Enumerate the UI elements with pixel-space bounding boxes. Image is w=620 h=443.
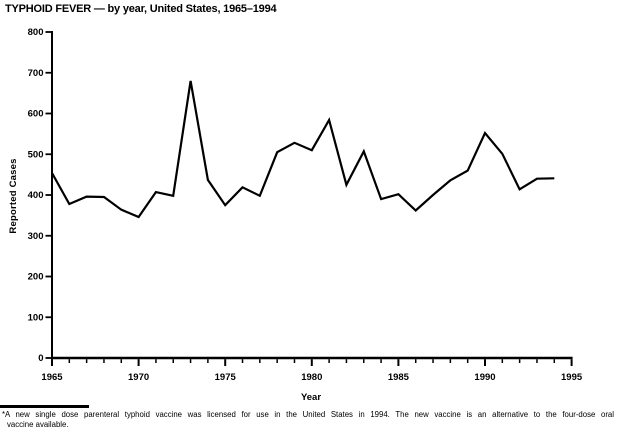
footnote-line-1: *A new single dose parenteral typhoid va… — [2, 410, 614, 419]
x-tick-label: 1995 — [561, 372, 583, 383]
y-tick-label: 100 — [28, 312, 44, 323]
x-tick-label: 1965 — [41, 372, 63, 383]
y-tick-label: 800 — [28, 27, 44, 38]
reported-cases-line — [51, 80, 555, 219]
y-tick-label: 300 — [28, 231, 44, 242]
y-tick-label: 700 — [28, 68, 44, 79]
x-axis-title: Year — [301, 392, 321, 403]
footnote-line-2: vaccine available. — [7, 419, 69, 429]
x-tick-label: 1990 — [474, 372, 495, 383]
y-tick-label: 200 — [28, 272, 44, 283]
chart-title: TYPHOID FEVER — by year, United States, … — [5, 3, 277, 15]
y-axis-title: Reported Cases — [8, 158, 19, 233]
x-tick-label: 1980 — [301, 372, 322, 383]
typhoid-fever-line-chart: 0 100 200 300 400 500 600 700 800 1965 1970 1975 198… — [8, 27, 583, 403]
footnote: *A new single dose parenteral typhoid va… — [2, 410, 614, 430]
x-tick-label: 1975 — [215, 372, 237, 383]
x-tick-label: 1970 — [128, 372, 149, 383]
y-tick-label: 500 — [28, 149, 44, 160]
x-tick-label: 1985 — [388, 372, 410, 383]
y-tick-label: 400 — [28, 190, 44, 201]
footnote-divider — [0, 405, 89, 408]
y-tick-label: 600 — [28, 109, 44, 120]
y-tick-label: 0 — [38, 353, 43, 364]
